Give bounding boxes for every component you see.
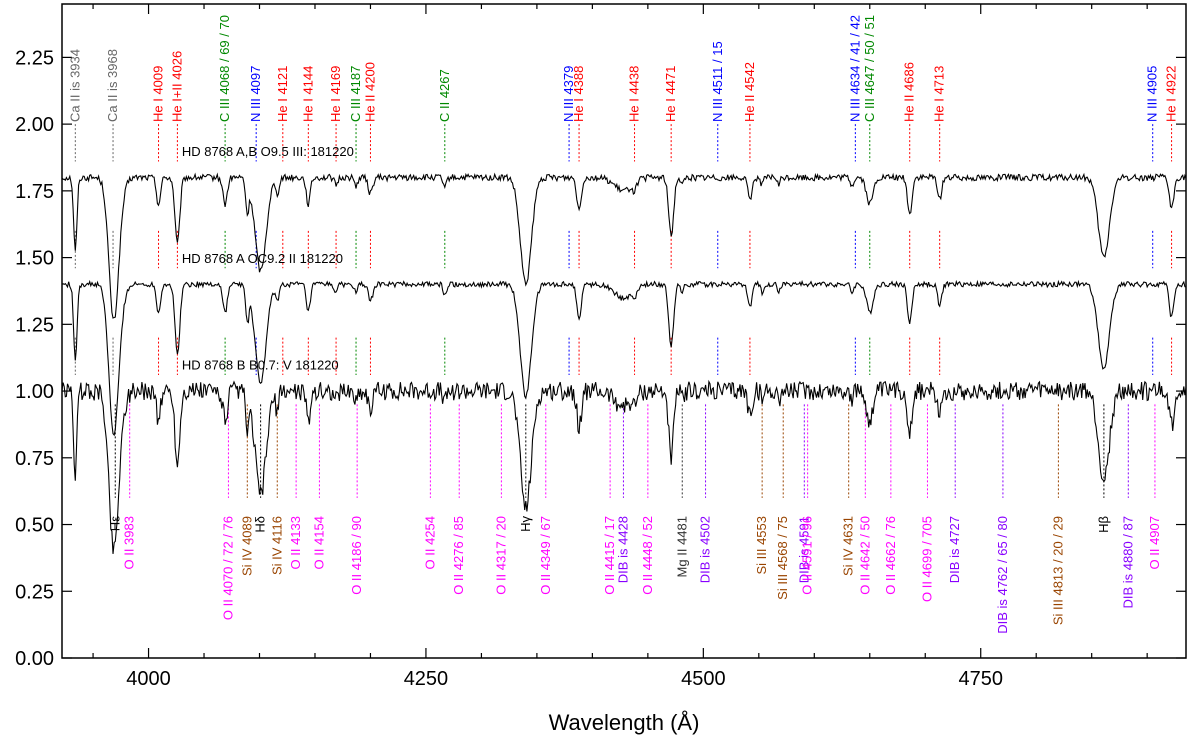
x-tick-label: 4500 <box>681 668 726 690</box>
bottom-line-label: O II 4642 / 50 <box>857 516 872 595</box>
top-line-label: C III 4068 / 69 / 70 <box>217 15 232 122</box>
bottom-line-label: O II 4254 <box>422 516 437 569</box>
top-line-label: He II 4542 <box>742 62 757 122</box>
top-line-label: He I 4922 <box>1164 66 1179 122</box>
top-line-label: Ca II is 3934 <box>67 49 82 122</box>
bottom-line-label: DIB is 4591 <box>796 516 811 583</box>
top-line-label: He I 4438 <box>627 66 642 122</box>
bottom-line-label: Mg II 4481 <box>674 516 689 577</box>
y-tick-label: 0.00 <box>15 648 54 670</box>
top-line-label: N III 4097 <box>248 66 263 122</box>
bottom-line-label: O II 4276 / 85 <box>451 516 466 595</box>
top-line-label: C III 4647 / 50 / 51 <box>862 15 877 122</box>
y-tick-label: 1.00 <box>15 381 54 403</box>
bottom-line-label: O II 4317 / 20 <box>493 516 508 595</box>
bottom-line-label: DIB is 4502 <box>698 516 713 583</box>
top-line-label: N III 4905 <box>1145 66 1160 122</box>
x-axis-title: Wavelength (Å) <box>549 710 700 735</box>
bottom-line-label: O II 4133 <box>288 516 303 569</box>
top-line-label: C III 4187 <box>348 66 363 122</box>
bottom-line-label: O II 4154 <box>311 516 326 569</box>
bottom-line-label: O II 3983 <box>122 516 137 569</box>
spectrum-line <box>61 279 1187 437</box>
bottom-line-label: O II 4186 / 90 <box>349 516 364 595</box>
top-line-label: N III 4634 / 41 / 42 <box>847 15 862 122</box>
x-tick-label: 4000 <box>126 668 171 690</box>
top-line-label: N III 4511 / 15 <box>710 41 725 122</box>
x-axis-ticks: 4000 4250 4500 4750 <box>92 4 1148 690</box>
y-tick-label: 0.25 <box>15 581 54 603</box>
top-line-label: He II 4200 <box>362 62 377 122</box>
top-line-label: He II 4686 <box>902 62 917 122</box>
top-line-label: He I+II 4026 <box>169 51 184 122</box>
y-tick-label: 0.75 <box>15 448 54 470</box>
top-line-labels: Ca II is 3934 Ca II is 3968 He I 4009 He I+… <box>67 15 1178 122</box>
bottom-line-label: DIB is 4880 / 87 <box>1120 516 1135 609</box>
bottom-line-label: DIB is 4428 <box>615 516 630 583</box>
bottom-line-labels: Hε O II 3983 O II 4070 / 72 / 76 Si IV 4089… <box>107 516 1162 634</box>
y-axis-ticks: 0.00 0.25 0.50 0.75 1.00 1.25 1.50 1.75 2.00 2.25 <box>15 47 1186 670</box>
bottom-line-label: Si IV 4089 <box>239 516 254 576</box>
spectrum-line <box>61 172 1187 319</box>
bottom-line-label: Hδ <box>253 516 268 533</box>
top-line-label: Ca II is 3968 <box>105 49 120 122</box>
x-tick-label: 4250 <box>404 668 449 690</box>
bottom-line-label: O II 4415 / 17 <box>602 516 617 595</box>
bottom-line-label: Si III 4568 / 75 <box>775 516 790 600</box>
y-tick-label: 1.75 <box>15 181 54 203</box>
bottom-line-label: O II 4448 / 52 <box>640 516 655 595</box>
bottom-line-label: Hβ <box>1096 516 1111 533</box>
bottom-line-label: Hγ <box>518 516 533 532</box>
y-tick-label: 2.00 <box>15 114 54 136</box>
top-line-label: C II 4267 <box>437 69 452 122</box>
bottom-line-label: O II 4591 / 96 <box>800 516 815 595</box>
bottom-line-label: O II 4907 <box>1147 516 1162 569</box>
bottom-line-label: O II 4699 / 705 <box>919 516 934 602</box>
bottom-line-label: O II 4070 / 72 / 76 <box>220 516 235 620</box>
bottom-line-label: Si III 4813 / 20 / 29 <box>1050 516 1065 625</box>
top-line-label: He I 4144 <box>300 66 315 122</box>
bottom-line-label: Si IV 4116 <box>269 516 284 575</box>
plot-frame <box>61 3 1187 659</box>
top-line-label: He I 4121 <box>275 66 290 122</box>
bottom-line-label: DIB is 4727 <box>947 516 962 583</box>
x-tick-label: 4750 <box>958 668 1003 690</box>
bottom-line-label: O II 4349 / 67 <box>538 516 553 595</box>
bottom-line-label: Si IV 4631 <box>841 516 856 576</box>
line-markers <box>74 124 1173 498</box>
top-line-label: He I 4713 <box>932 66 947 122</box>
bottom-line-label: Si III 4553 <box>754 516 769 575</box>
spectrum-line <box>61 379 1187 554</box>
y-tick-label: 1.50 <box>15 248 54 270</box>
spectrum-series-group <box>61 172 1187 554</box>
y-tick-label: 2.25 <box>15 47 54 69</box>
y-tick-label: 1.25 <box>15 314 54 336</box>
top-line-label: N III 4379 <box>561 66 576 122</box>
spectrum-label: HD 8768 B B0.7: V 181220 <box>182 358 339 373</box>
bottom-line-label: Hε <box>107 516 122 531</box>
y-tick-label: 0.50 <box>15 515 54 537</box>
spectrum-label: HD 8768 A OC9.2 II 181220 <box>182 251 343 266</box>
bottom-line-label: O II 4662 / 76 <box>883 516 898 595</box>
top-line-label: He I 4471 <box>663 66 678 122</box>
top-line-label: He I 4388 <box>571 66 586 122</box>
top-line-label: He I 4009 <box>151 66 166 122</box>
bottom-line-label: DIB is 4762 / 65 / 80 <box>995 516 1010 634</box>
top-line-label: He I 4169 <box>328 66 343 122</box>
spectrum-label: HD 8768 A,B O9.5 III: 181220 <box>182 144 354 159</box>
spectrum-labels: HD 8768 A,B O9.5 III: 181220 HD 8768 A OC… <box>182 144 354 373</box>
